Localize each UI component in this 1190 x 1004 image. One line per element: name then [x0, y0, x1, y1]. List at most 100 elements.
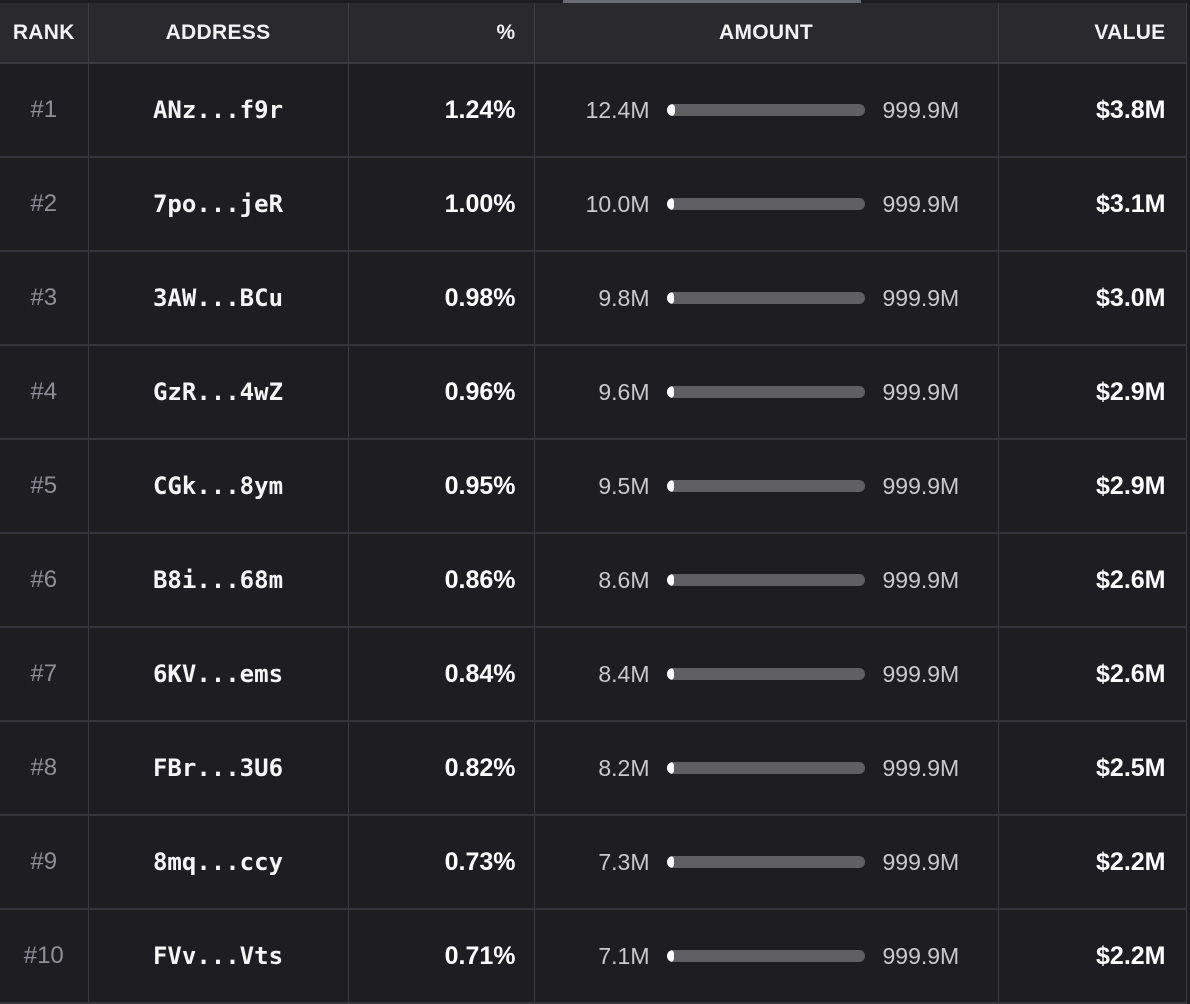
- total-supply: 999.9M: [882, 473, 960, 499]
- table-row[interactable]: #3 3AW...BCu 0.98% 9.8M 999.9M $3.0M: [0, 251, 1187, 346]
- percent-cell: 0.86%: [348, 533, 535, 628]
- amount-value: 8.2M: [598, 755, 650, 781]
- value-cell: $2.9M: [998, 439, 1187, 534]
- amount-value: 12.4M: [585, 97, 650, 123]
- address-link[interactable]: 6KV...ems: [88, 627, 349, 722]
- table-header-row: RANK ADDRESS % AMOUNT VALUE: [0, 3, 1187, 64]
- total-supply: 999.9M: [882, 191, 960, 217]
- total-supply: 999.9M: [882, 943, 960, 969]
- amount-value: 9.5M: [598, 473, 650, 499]
- percent-cell: 0.96%: [348, 345, 535, 440]
- address-link[interactable]: GzR...4wZ: [88, 345, 349, 440]
- percent-cell: 0.95%: [348, 439, 535, 534]
- address-link[interactable]: ANz...f9r: [88, 63, 349, 158]
- table-row[interactable]: #7 6KV...ems 0.84% 8.4M 999.9M $2.6M: [0, 627, 1187, 722]
- table-row[interactable]: #4 GzR...4wZ 0.96% 9.6M 999.9M $2.9M: [0, 345, 1187, 440]
- value-cell: $3.8M: [998, 63, 1187, 158]
- holding-progress-fill: [666, 574, 675, 586]
- address-link[interactable]: 8mq...ccy: [88, 815, 349, 910]
- table-row[interactable]: #2 7po...jeR 1.00% 10.0M 999.9M $3.1M: [0, 157, 1187, 252]
- total-supply: 999.9M: [882, 379, 960, 405]
- amount-value: 7.1M: [598, 943, 650, 969]
- holding-progress-fill: [666, 480, 675, 492]
- holding-progress-fill: [666, 856, 674, 868]
- column-header-percent[interactable]: %: [348, 3, 535, 64]
- table-row[interactable]: #6 B8i...68m 0.86% 8.6M 999.9M $2.6M: [0, 533, 1187, 628]
- holding-progress-bar: [666, 386, 865, 398]
- percent-cell: 0.98%: [348, 251, 535, 346]
- table-row[interactable]: #1 ANz...f9r 1.24% 12.4M 999.9M $3.8M: [0, 63, 1187, 158]
- percent-cell: 0.73%: [348, 815, 535, 910]
- active-tab-indicator: [563, 0, 861, 3]
- value-cell: $2.6M: [998, 533, 1187, 628]
- amount-cell: 9.8M 999.9M: [534, 251, 999, 346]
- amount-cell: 8.4M 999.9M: [534, 627, 999, 722]
- holding-progress-bar: [666, 950, 865, 962]
- address-link[interactable]: B8i...68m: [88, 533, 349, 628]
- holding-progress-fill: [666, 198, 675, 210]
- rank-cell: #10: [0, 909, 89, 1004]
- amount-value: 8.6M: [598, 567, 650, 593]
- amount-value: 9.8M: [598, 285, 650, 311]
- rank-cell: #7: [0, 627, 89, 722]
- holders-table: RANK ADDRESS % AMOUNT VALUE #1 ANz...f9r 1…: [0, 3, 1187, 1004]
- amount-value: 7.3M: [598, 849, 650, 875]
- value-cell: $2.2M: [998, 909, 1187, 1004]
- amount-cell: 7.1M 999.9M: [534, 909, 999, 1004]
- holding-progress-bar: [666, 480, 865, 492]
- total-supply: 999.9M: [882, 849, 960, 875]
- amount-value: 9.6M: [598, 379, 650, 405]
- holding-progress-bar: [666, 104, 865, 116]
- rank-cell: #9: [0, 815, 89, 910]
- holding-progress-bar: [666, 292, 865, 304]
- column-header-rank[interactable]: RANK: [0, 3, 89, 64]
- holding-progress-bar: [666, 198, 865, 210]
- amount-cell: 12.4M 999.9M: [534, 63, 999, 158]
- rank-cell: #5: [0, 439, 89, 534]
- amount-cell: 8.2M 999.9M: [534, 721, 999, 816]
- holding-progress-fill: [666, 950, 674, 962]
- amount-cell: 9.6M 999.9M: [534, 345, 999, 440]
- holding-progress-fill: [666, 292, 675, 304]
- holding-progress-bar: [666, 856, 865, 868]
- total-supply: 999.9M: [882, 661, 960, 687]
- table-body: #1 ANz...f9r 1.24% 12.4M 999.9M $3.8M #2 7po...…: [0, 63, 1187, 1004]
- table-row[interactable]: #5 CGk...8ym 0.95% 9.5M 999.9M $2.9M: [0, 439, 1187, 534]
- amount-cell: 9.5M 999.9M: [534, 439, 999, 534]
- percent-cell: 1.24%: [348, 63, 535, 158]
- address-link[interactable]: FVv...Vts: [88, 909, 349, 1004]
- value-cell: $2.9M: [998, 345, 1187, 440]
- table-row[interactable]: #9 8mq...ccy 0.73% 7.3M 999.9M $2.2M: [0, 815, 1187, 910]
- amount-cell: 10.0M 999.9M: [534, 157, 999, 252]
- address-link[interactable]: CGk...8ym: [88, 439, 349, 534]
- column-header-amount[interactable]: AMOUNT: [534, 3, 999, 64]
- rank-cell: #8: [0, 721, 89, 816]
- address-link[interactable]: FBr...3U6: [88, 721, 349, 816]
- table-row[interactable]: #10 FVv...Vts 0.71% 7.1M 999.9M $2.2M: [0, 909, 1187, 1004]
- rank-cell: #1: [0, 63, 89, 158]
- value-cell: $2.2M: [998, 815, 1187, 910]
- percent-cell: 0.84%: [348, 627, 535, 722]
- holding-progress-fill: [666, 386, 675, 398]
- holding-progress-fill: [666, 668, 675, 680]
- holding-progress-bar: [666, 668, 865, 680]
- value-cell: $2.6M: [998, 627, 1187, 722]
- percent-cell: 0.71%: [348, 909, 535, 1004]
- percent-cell: 1.00%: [348, 157, 535, 252]
- table-row[interactable]: #8 FBr...3U6 0.82% 8.2M 999.9M $2.5M: [0, 721, 1187, 816]
- column-header-value[interactable]: VALUE: [998, 3, 1187, 64]
- holding-progress-bar: [666, 574, 865, 586]
- holding-progress-fill: [666, 762, 675, 774]
- value-cell: $2.5M: [998, 721, 1187, 816]
- value-cell: $3.1M: [998, 157, 1187, 252]
- address-link[interactable]: 3AW...BCu: [88, 251, 349, 346]
- rank-cell: #6: [0, 533, 89, 628]
- total-supply: 999.9M: [882, 755, 960, 781]
- holding-progress-bar: [666, 762, 865, 774]
- total-supply: 999.9M: [882, 285, 960, 311]
- address-link[interactable]: 7po...jeR: [88, 157, 349, 252]
- amount-value: 10.0M: [585, 191, 650, 217]
- column-header-address[interactable]: ADDRESS: [88, 3, 349, 64]
- amount-cell: 7.3M 999.9M: [534, 815, 999, 910]
